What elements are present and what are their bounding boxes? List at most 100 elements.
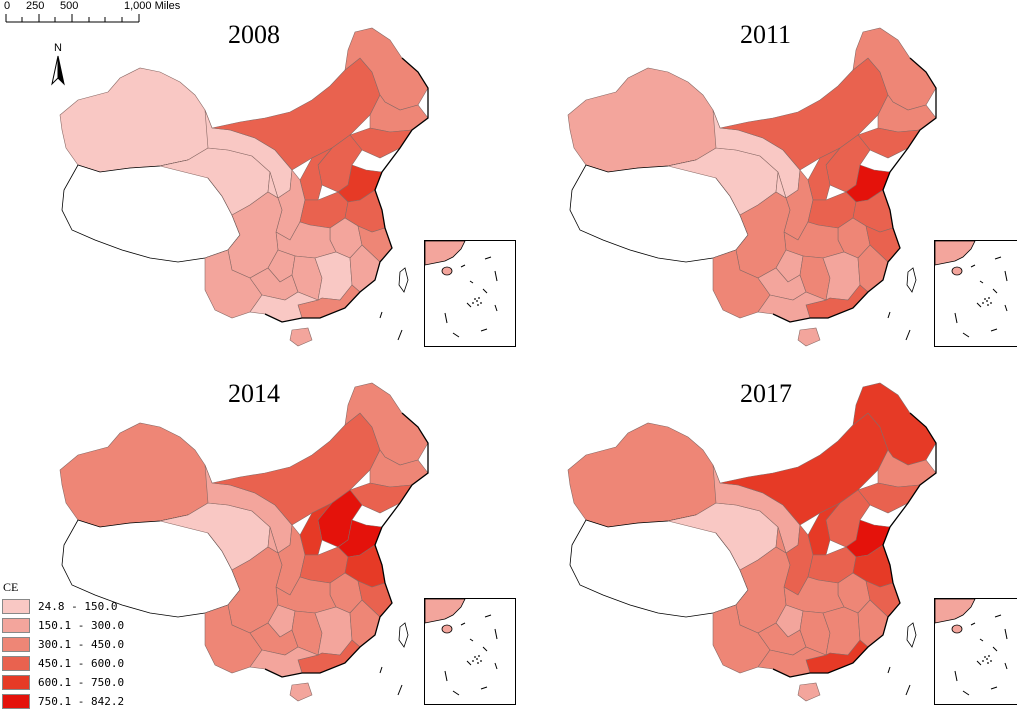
nine-dash-line-segment [483,289,487,293]
legend-item: 750.1 - 842.2 [2,693,152,711]
inset-island [477,304,479,306]
nine-dash-line-segment [995,257,1001,259]
inset-island [990,302,992,304]
nine-dash-line-segment [481,687,487,689]
taiwan-outline [399,623,408,647]
inset-island [990,660,992,662]
legend-swatch [2,675,30,690]
inset-island [476,658,478,660]
island-mark [380,667,382,673]
legend-swatch [2,637,30,652]
legend-item: 300.1 - 450.0 [2,636,152,654]
nine-dash-line-segment [485,257,491,259]
legend-swatch [2,618,30,633]
nine-dash-line-segment [1005,629,1007,639]
province-xinjiang [60,68,212,172]
inset-island [982,660,984,662]
nine-dash-line-segment [481,329,487,331]
nine-dash-line-segment [980,639,983,641]
inset-island [480,660,482,662]
province-xinjiang [568,68,720,172]
map-panel-2017: 2017 [508,355,1016,710]
nine-dash-line-segment [461,265,465,267]
nine-dash-line-segment [995,615,1001,617]
taiwan-outline [907,623,916,647]
map-legend: CE 24.8 - 150.0 150.1 - 300.0 300.1 - 45… [0,580,160,711]
south-china-sea-inset [934,240,1017,347]
nine-dash-line-segment [971,265,975,267]
nine-dash-line-segment [991,329,997,331]
nine-dash-line-segment [495,629,497,639]
taiwan-outline [907,268,916,292]
inset-coast [935,241,975,265]
province-hainan [798,328,820,346]
province-xinjiang [568,423,720,527]
nine-dash-line-segment [1005,663,1007,669]
legend-title: CE [3,580,18,595]
south-china-sea-inset [424,598,516,705]
inset-hainan [442,267,452,275]
inset-hainan [952,267,962,275]
inset-hainan [952,625,962,633]
inset-coast [425,241,465,265]
map-year-label: 2011 [740,20,791,50]
nine-dash-line-segment [993,647,997,651]
island-mark [906,330,910,340]
inset-island [986,658,988,660]
province-hainan [290,683,312,701]
inset-island [472,302,474,304]
island-mark [906,685,910,695]
nine-dash-line-segment [467,303,471,307]
inset-coast [935,599,975,623]
nine-dash-line-segment [955,313,957,323]
island-mark [398,330,402,340]
inset-island [988,655,990,657]
inset-island [984,656,986,658]
inset-island [480,302,482,304]
nine-dash-line-segment [461,623,465,625]
nine-dash-line-segment [470,281,473,283]
legend-swatch [2,599,30,614]
inset-island [474,298,476,300]
nine-dash-line-segment [453,691,459,695]
nine-dash-line-segment [971,623,975,625]
map-panel-2008: 2008 [0,0,508,355]
nine-dash-line-segment [495,305,497,311]
inset-island [472,660,474,662]
inset-island [986,300,988,302]
nine-dash-line-segment [1005,271,1007,281]
legend-range: 600.1 - 750.0 [38,676,124,689]
nine-dash-line-segment [1005,305,1007,311]
legend-swatch [2,656,30,671]
inset-island [987,304,989,306]
province-hainan [798,683,820,701]
map-year-label: 2017 [740,379,792,409]
nine-dash-line-segment [467,661,471,665]
inset-coast [425,599,465,623]
south-china-sea-inset [934,598,1017,705]
province-xinjiang [60,423,212,527]
inset-island [477,662,479,664]
legend-range: 150.1 - 300.0 [38,619,124,632]
nine-dash-line-segment [445,313,447,323]
inset-hainan [442,625,452,633]
island-mark [380,312,382,318]
nine-dash-line-segment [993,289,997,293]
nine-dash-line-segment [977,303,981,307]
map-year-label: 2008 [228,20,280,50]
legend-range: 750.1 - 842.2 [38,695,124,708]
legend-range: 24.8 - 150.0 [38,600,117,613]
island-mark [888,312,890,318]
nine-dash-line-segment [495,271,497,281]
inset-island [987,662,989,664]
nine-dash-line-segment [495,663,497,669]
inset-island [476,300,478,302]
legend-item: 600.1 - 750.0 [2,674,152,692]
nine-dash-line-segment [980,281,983,283]
legend-item: 24.8 - 150.0 [2,598,152,616]
south-china-sea-inset [424,240,516,347]
legend-item: 150.1 - 300.0 [2,617,152,635]
legend-range: 300.1 - 450.0 [38,638,124,651]
inset-island [478,297,480,299]
inset-island [478,655,480,657]
